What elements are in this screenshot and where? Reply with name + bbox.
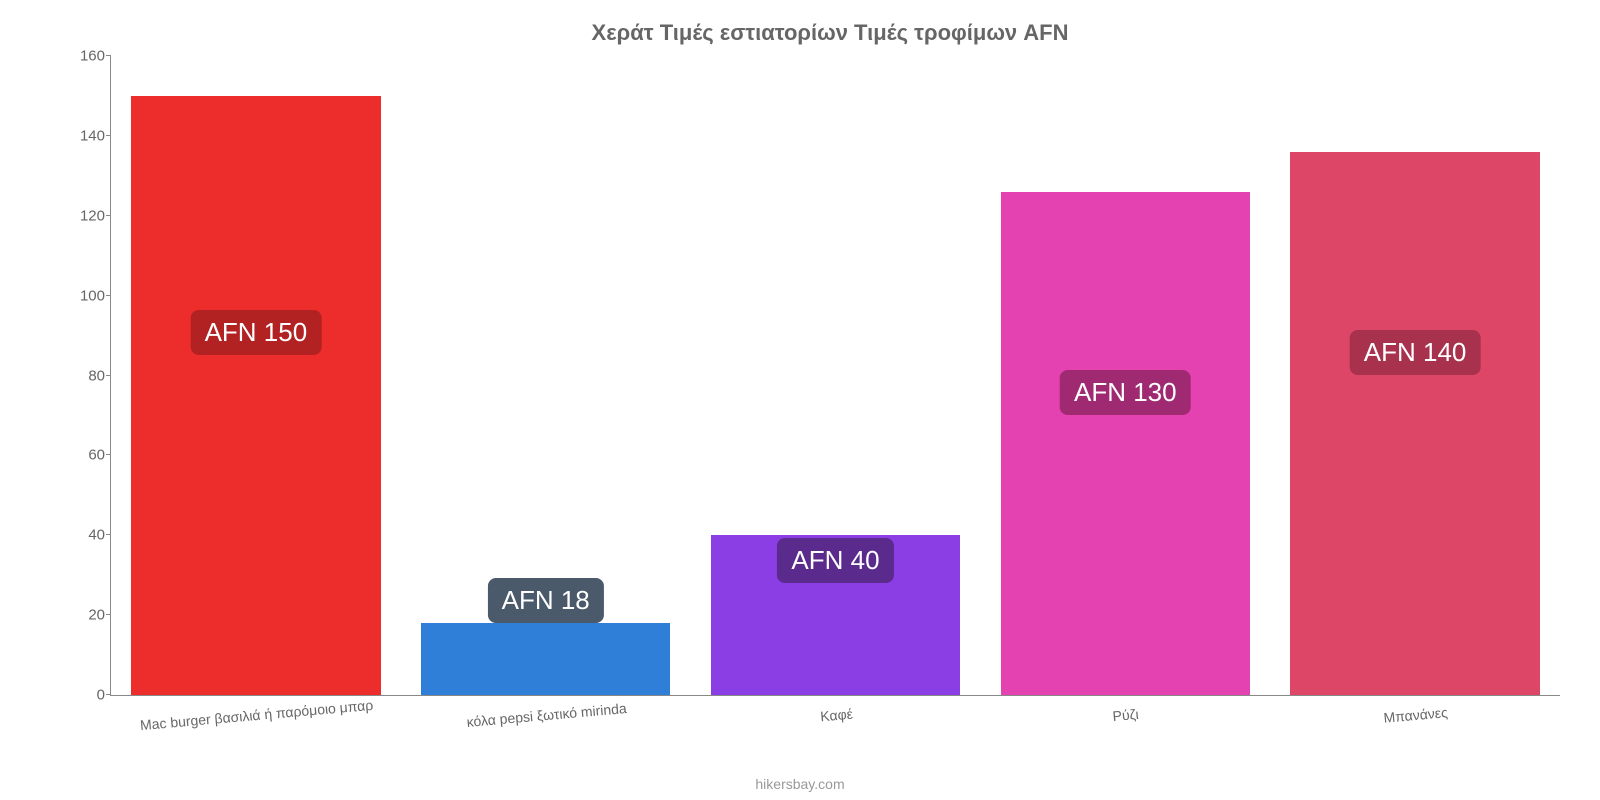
bar-slot: AFN 40 [691, 56, 981, 695]
value-badge: AFN 40 [777, 538, 893, 583]
y-tick-mark [106, 55, 111, 56]
bar [131, 96, 380, 695]
x-axis-label: Ρύζι [981, 694, 1271, 735]
x-axis-label: κόλα pepsi ξωτικό mirinda [401, 694, 691, 735]
bars-row: AFN 150 AFN 18 AFN 40 AFN 130 AFN 140 [111, 56, 1560, 695]
y-tick-mark [106, 215, 111, 216]
value-badge: AFN 140 [1350, 330, 1481, 375]
y-tick-label: 140 [61, 127, 105, 144]
y-tick-mark [106, 614, 111, 615]
x-axis-label: Mac burger βασιλιά ή παρόμοιο μπαρ [112, 694, 402, 735]
y-tick-mark [106, 534, 111, 535]
y-tick-label: 80 [61, 367, 105, 384]
chart-title: Χεράτ Τιμές εστιατορίων Τιμές τροφίμων A… [100, 20, 1560, 46]
bar [1290, 152, 1539, 695]
value-badge: AFN 130 [1060, 370, 1191, 415]
bar [1001, 192, 1250, 695]
bar-slot: AFN 140 [1270, 56, 1560, 695]
y-tick-label: 120 [61, 207, 105, 224]
bar-slot: AFN 18 [401, 56, 691, 695]
bar-slot: AFN 150 [111, 56, 401, 695]
value-badge: AFN 150 [191, 310, 322, 355]
y-tick-label: 0 [61, 687, 105, 704]
y-tick-mark [106, 375, 111, 376]
bar [421, 623, 670, 695]
y-tick-mark [106, 454, 111, 455]
y-tick-label: 40 [61, 527, 105, 544]
source-attribution: hikersbay.com [0, 776, 1600, 792]
plot-area: AFN 150AFN 18AFN 40AFN 130AFN 140 Mac bu… [110, 56, 1560, 696]
y-tick-mark [106, 295, 111, 296]
y-tick-mark [106, 135, 111, 136]
y-tick-mark [106, 694, 111, 695]
y-tick-label: 20 [61, 607, 105, 624]
bar-slot: AFN 130 [980, 56, 1270, 695]
y-tick-label: 160 [61, 48, 105, 65]
y-tick-label: 60 [61, 447, 105, 464]
x-axis-labels: Mac burger βασιλιά ή παρόμοιο μπαρκόλα p… [111, 707, 1560, 723]
value-badge: AFN 18 [488, 578, 604, 623]
chart-container: Χεράτ Τιμές εστιατορίων Τιμές τροφίμων A… [0, 0, 1600, 800]
x-axis-label: Καφέ [691, 694, 981, 735]
x-axis-label: Μπανάνες [1271, 694, 1561, 735]
y-tick-label: 100 [61, 287, 105, 304]
